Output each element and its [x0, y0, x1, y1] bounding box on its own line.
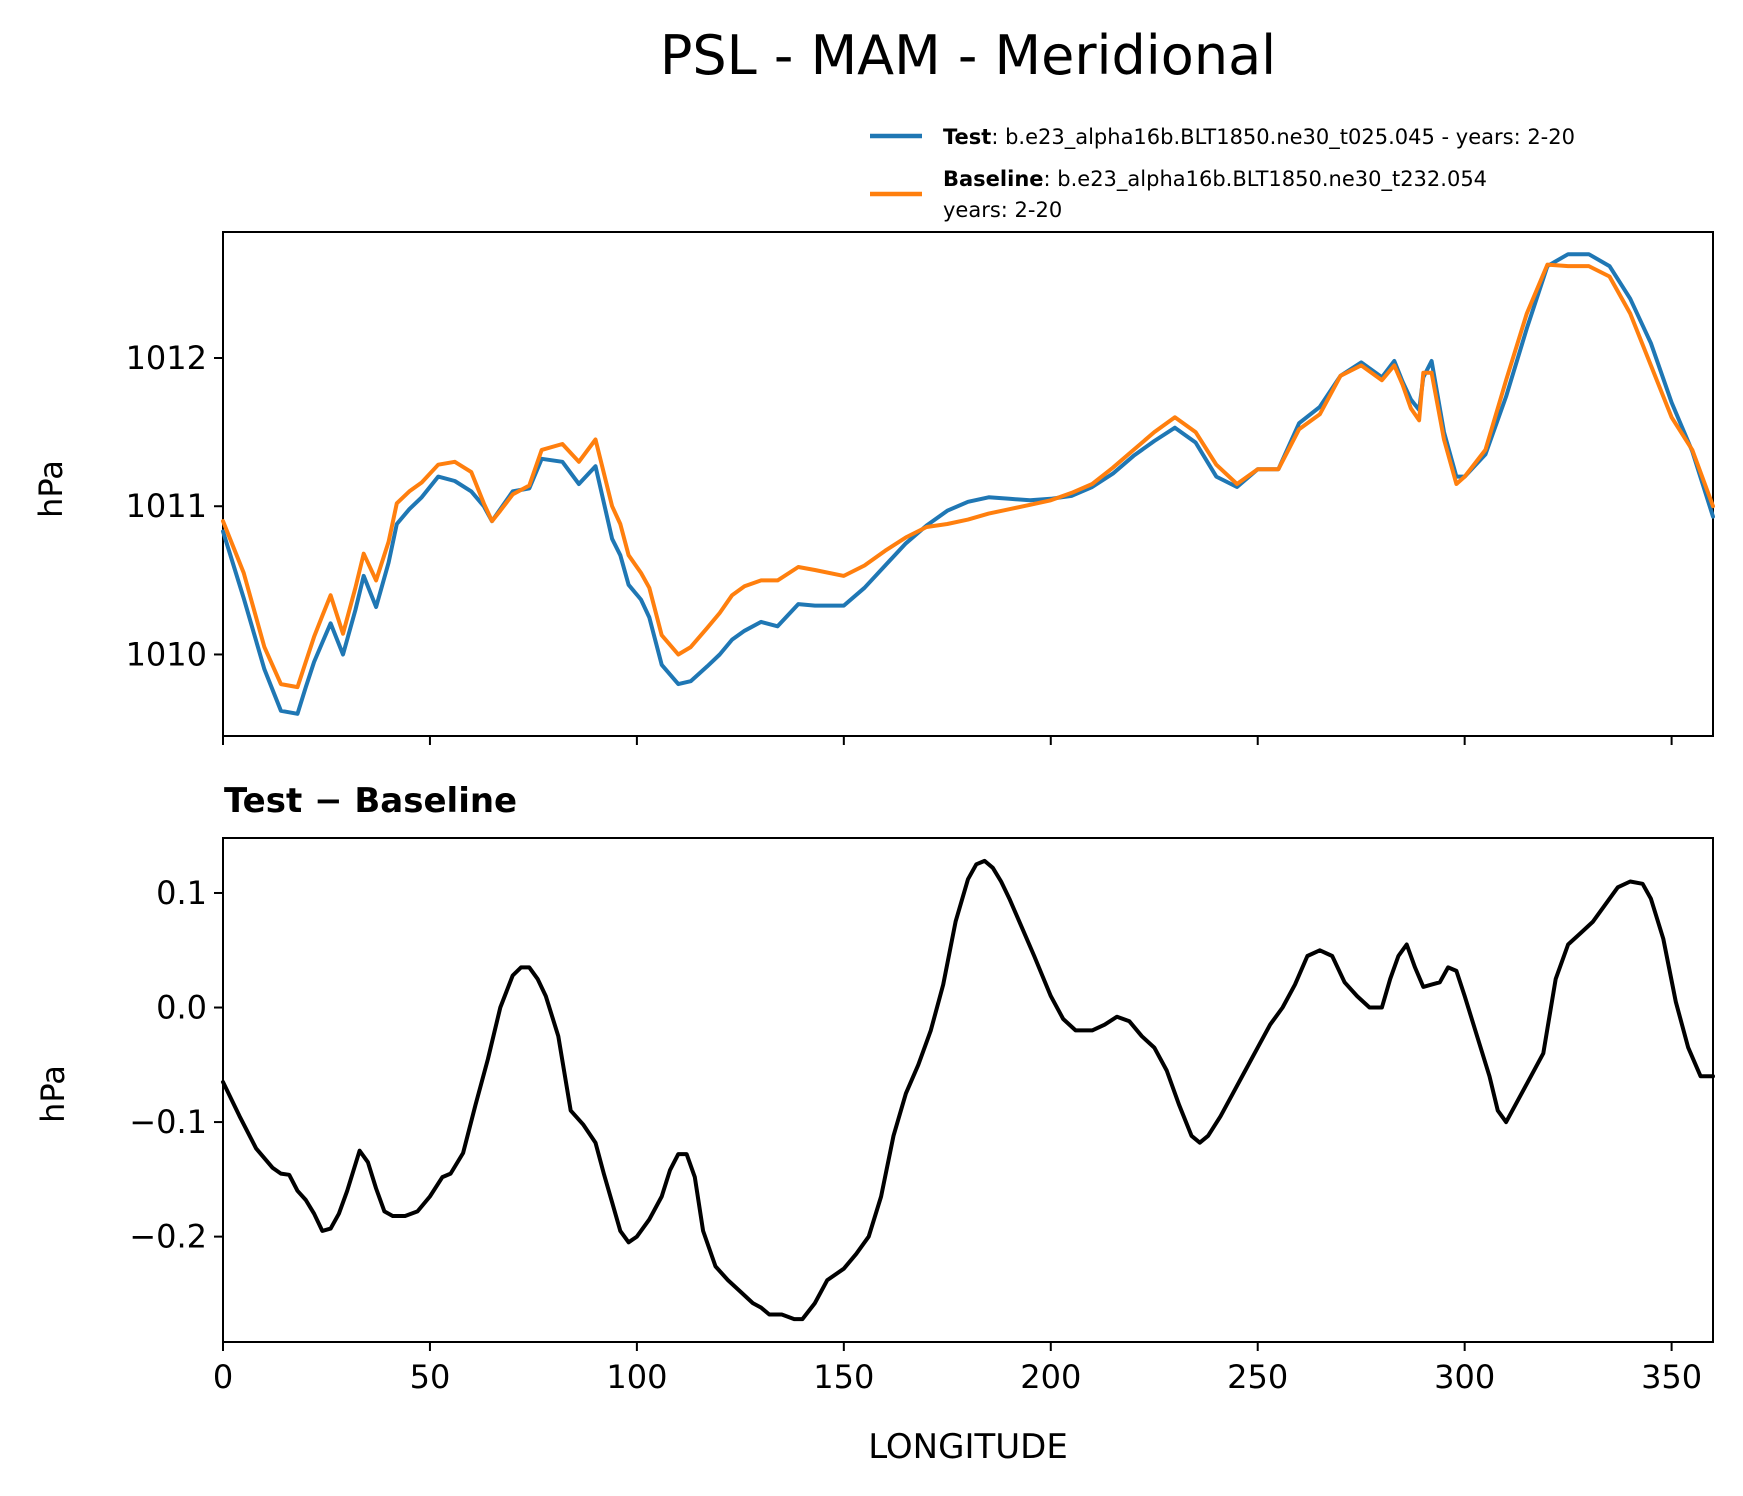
legend-baseline-desc-line1: : b.e23_alpha16b.BLT1850.ne30_t232.054	[1044, 167, 1488, 192]
x-tick-label: 0	[213, 1358, 233, 1396]
x-tick-label: 50	[410, 1358, 451, 1396]
bottom-panel-frame	[222, 837, 1714, 1343]
y-tick-label: 1010	[126, 635, 207, 673]
x-tick-label: 350	[1641, 1358, 1702, 1396]
legend-test-desc: : b.e23_alpha16b.BLT1850.ne30_t025.045 -…	[991, 125, 1575, 150]
x-axis-label: LONGITUDE	[868, 1427, 1068, 1467]
x-tick-label: 300	[1434, 1358, 1495, 1396]
x-tick-label: 250	[1227, 1358, 1288, 1396]
top-y-ticks: 1010 1011 1012	[126, 339, 223, 673]
bottom-y-ticks: −0.2 −0.1 0.0 0.1	[129, 874, 223, 1256]
series-line-baseline	[221, 262, 1715, 690]
y-tick-label: −0.2	[129, 1218, 207, 1256]
legend-entry-baseline: Baseline: b.e23_alpha16b.BLT1850.ne30_t2…	[943, 167, 1487, 192]
top-panel: 1010 1011 1012 hPa	[32, 231, 1715, 745]
y-tick-label: 1012	[126, 339, 207, 377]
x-tick-label: 200	[1020, 1358, 1081, 1396]
y-tick-label: 0.1	[156, 874, 207, 912]
top-y-axis-label: hPa	[32, 460, 70, 518]
top-x-ticks	[222, 736, 1673, 745]
bottom-series	[221, 858, 1715, 1322]
x-tick-label: 100	[606, 1358, 667, 1396]
bottom-panel-title: Test − Baseline	[224, 781, 517, 821]
bottom-y-axis-label: hPa	[34, 1065, 72, 1123]
series-line-test	[221, 252, 1715, 716]
x-tick-label: 150	[813, 1358, 874, 1396]
bottom-panel: Test − Baseline −0.2 −0.1 0.0 0.1 0 50 100 150…	[34, 781, 1715, 1467]
legend-entry-test: Test: b.e23_alpha16b.BLT1850.ne30_t025.0…	[943, 125, 1575, 150]
legend-baseline-desc-line2: years: 2-20	[943, 198, 1062, 222]
legend: Test: b.e23_alpha16b.BLT1850.ne30_t025.0…	[870, 125, 1575, 222]
top-panel-frame	[222, 231, 1714, 737]
series-line-difference	[221, 858, 1715, 1322]
y-tick-label: 0.0	[156, 989, 207, 1027]
legend-test-label: Test	[943, 125, 991, 149]
bottom-x-ticks: 0 50 100 150 200 250 300 350	[213, 1342, 1702, 1396]
top-series	[221, 252, 1715, 716]
y-tick-label: 1011	[126, 487, 207, 525]
figure-title: PSL - MAM - Meridional	[660, 24, 1276, 87]
legend-baseline-label: Baseline	[943, 167, 1044, 191]
y-tick-label: −0.1	[129, 1103, 207, 1141]
